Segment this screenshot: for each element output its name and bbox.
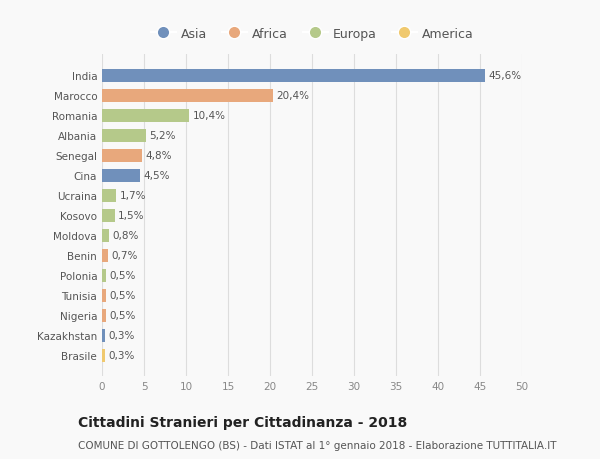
Bar xyxy=(102,269,106,282)
Bar xyxy=(102,329,104,342)
Text: 10,4%: 10,4% xyxy=(193,111,226,121)
Bar xyxy=(102,189,116,202)
Bar xyxy=(102,110,190,123)
Bar xyxy=(102,150,142,162)
Bar xyxy=(102,90,274,102)
Bar xyxy=(102,229,109,242)
Bar xyxy=(102,349,104,362)
Text: 0,3%: 0,3% xyxy=(108,350,134,360)
Text: 0,3%: 0,3% xyxy=(108,330,134,340)
Text: 0,8%: 0,8% xyxy=(112,231,139,241)
Text: 0,5%: 0,5% xyxy=(110,270,136,280)
Text: 0,5%: 0,5% xyxy=(110,310,136,320)
Text: 1,7%: 1,7% xyxy=(119,191,146,201)
Legend: Asia, Africa, Europa, America: Asia, Africa, Europa, America xyxy=(146,23,478,46)
Bar xyxy=(102,129,146,142)
Text: 5,2%: 5,2% xyxy=(149,131,176,141)
Text: 20,4%: 20,4% xyxy=(277,91,310,101)
Bar xyxy=(102,309,106,322)
Bar xyxy=(102,70,485,83)
Text: 1,5%: 1,5% xyxy=(118,211,145,221)
Text: Cittadini Stranieri per Cittadinanza - 2018: Cittadini Stranieri per Cittadinanza - 2… xyxy=(78,415,407,429)
Bar xyxy=(102,249,108,262)
Bar xyxy=(102,209,115,222)
Text: 0,5%: 0,5% xyxy=(110,291,136,301)
Text: 45,6%: 45,6% xyxy=(488,71,521,81)
Text: 4,8%: 4,8% xyxy=(146,151,172,161)
Text: COMUNE DI GOTTOLENGO (BS) - Dati ISTAT al 1° gennaio 2018 - Elaborazione TUTTITA: COMUNE DI GOTTOLENGO (BS) - Dati ISTAT a… xyxy=(78,440,557,450)
Text: 4,5%: 4,5% xyxy=(143,171,170,181)
Bar xyxy=(102,169,140,182)
Text: 0,7%: 0,7% xyxy=(111,251,137,261)
Bar xyxy=(102,289,106,302)
